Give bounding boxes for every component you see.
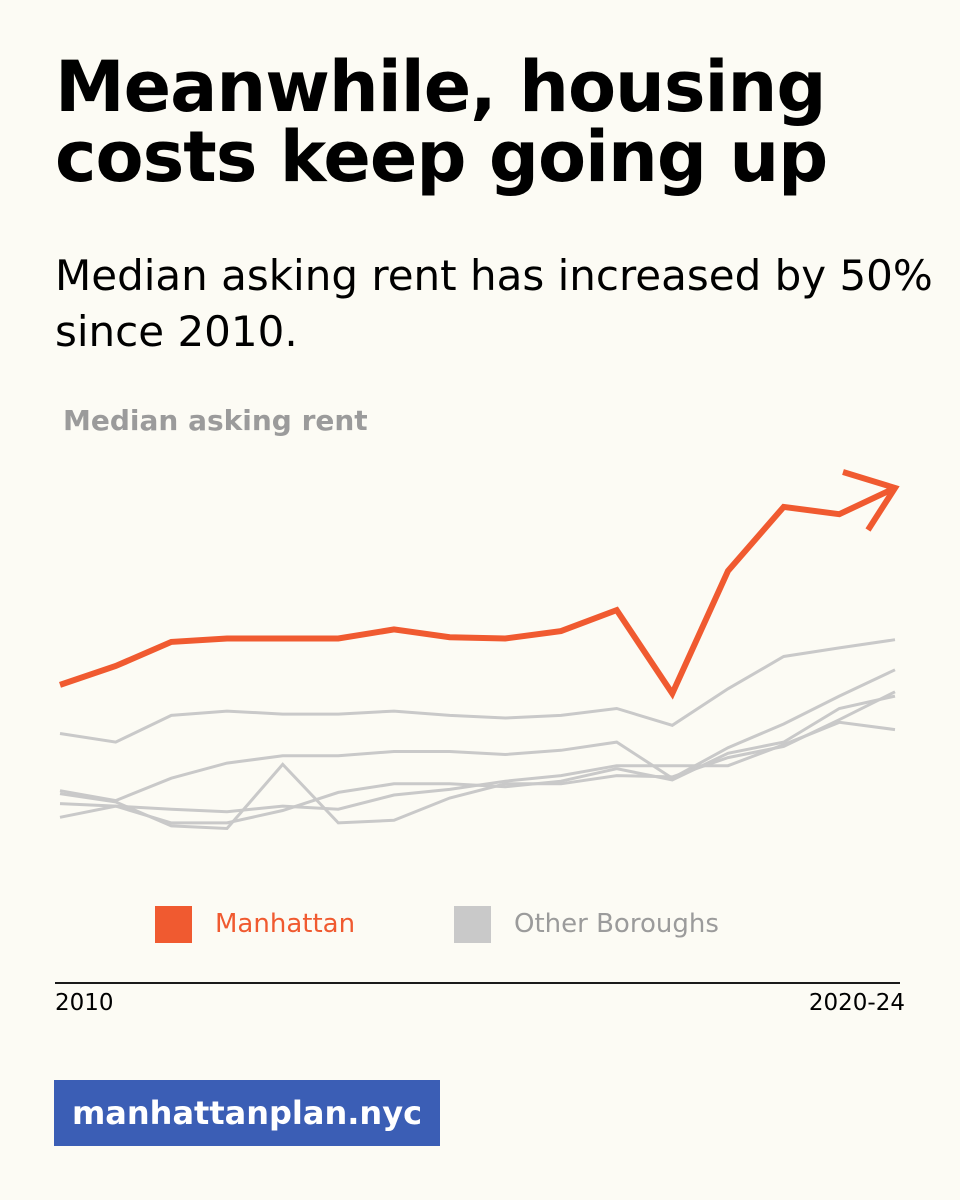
series-line-other-3 <box>59 720 896 819</box>
legend-swatch-other-boroughs <box>454 906 491 943</box>
series-line-manhattan <box>59 485 897 700</box>
series-line-other-5 <box>59 690 896 831</box>
x-axis-line <box>55 982 900 984</box>
chart-title: Median asking rent <box>63 404 368 437</box>
legend-label-manhattan: Manhattan <box>215 909 356 939</box>
manhattan-lines <box>59 469 900 700</box>
x-tick-end: 2020-24 <box>808 990 905 1016</box>
other-borough-lines <box>59 638 896 831</box>
legend-label-other-boroughs: Other Boroughs <box>514 909 719 939</box>
subheadline: Median asking rent has increased by 50% … <box>55 251 933 356</box>
series-line-other-4 <box>59 694 896 825</box>
legend-swatch-manhattan <box>155 906 192 943</box>
headline: Meanwhile, housing costs keep going up <box>55 46 828 198</box>
x-tick-start: 2010 <box>55 990 114 1016</box>
series-line-other-2 <box>59 668 896 803</box>
site-link[interactable]: manhattanplan.nyc <box>54 1080 440 1146</box>
arrow-icon <box>842 469 900 532</box>
series-line-other-1 <box>59 638 896 744</box>
